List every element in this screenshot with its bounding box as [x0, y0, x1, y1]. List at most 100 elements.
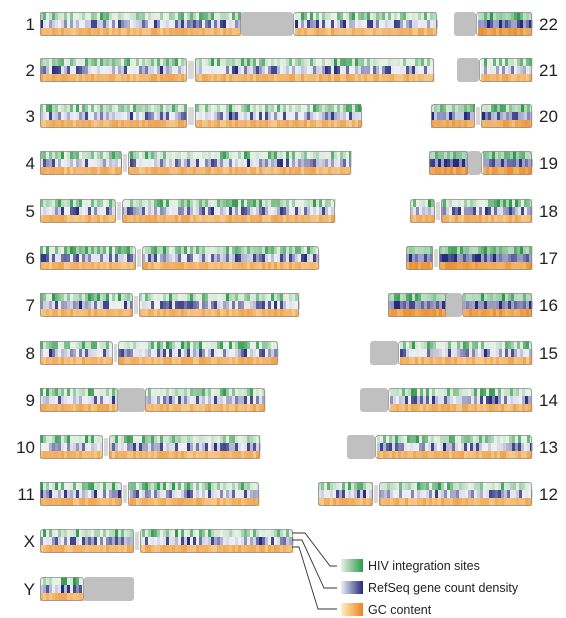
hiv-band	[481, 341, 485, 349]
hiv-band	[319, 58, 323, 66]
gc-band	[286, 215, 290, 223]
gc-band	[391, 28, 395, 36]
hiv-band	[283, 151, 287, 159]
gc-band	[118, 451, 122, 459]
gene-band	[61, 20, 65, 28]
gc-band	[421, 309, 425, 317]
hiv-band	[145, 246, 149, 254]
gene-band	[446, 207, 450, 215]
hiv-band	[43, 435, 47, 443]
gc-band	[500, 215, 504, 223]
gene-band	[190, 159, 194, 167]
hiv-band	[529, 58, 533, 66]
hiv-band	[295, 199, 299, 207]
hiv-band	[127, 435, 131, 443]
gene-band	[394, 20, 398, 28]
gene-band	[253, 490, 257, 498]
hiv-band	[190, 529, 194, 537]
gene-band	[229, 396, 233, 404]
gene-band	[253, 443, 257, 451]
gene-band	[187, 207, 191, 215]
hiv-band	[109, 151, 113, 159]
gc-band	[334, 120, 338, 128]
gc-band	[410, 215, 414, 223]
gc-band	[211, 545, 215, 553]
hiv-band	[286, 199, 290, 207]
hiv-band	[390, 482, 394, 490]
hiv-band	[412, 341, 416, 349]
gc-band	[271, 357, 275, 365]
gc-band	[40, 593, 44, 601]
gene-band	[507, 490, 511, 498]
hiv-band	[172, 151, 176, 159]
gene-band	[40, 349, 44, 357]
hiv-band	[238, 151, 242, 159]
hiv-band	[217, 341, 221, 349]
gc-band	[232, 309, 236, 317]
gene-band	[351, 490, 355, 498]
gene-band	[55, 537, 59, 545]
gc-band	[244, 357, 248, 365]
gc-band	[148, 74, 152, 82]
gc-band	[384, 498, 388, 506]
legend-label-hiv: HIV integration sites	[368, 559, 480, 573]
gene-band	[490, 20, 494, 28]
gc-band	[241, 545, 245, 553]
gc-band	[172, 215, 176, 223]
hiv-band	[241, 529, 245, 537]
gene-band	[443, 112, 447, 120]
hiv-band	[409, 246, 413, 254]
hiv-band	[184, 104, 188, 112]
gene-band	[121, 443, 125, 451]
gc-band	[413, 215, 417, 223]
gc-band	[425, 215, 429, 223]
hiv-band	[235, 199, 239, 207]
gene-band	[298, 254, 302, 262]
gene-band	[208, 396, 212, 404]
hiv-band	[485, 104, 489, 112]
hiv-band	[289, 104, 293, 112]
hiv-band	[321, 482, 325, 490]
gc-band	[526, 309, 530, 317]
gene-band	[401, 443, 405, 451]
gc-band	[154, 404, 158, 412]
gene-band	[514, 349, 518, 357]
gc-band	[112, 404, 116, 412]
hiv-band	[529, 293, 533, 301]
gc-band	[268, 74, 272, 82]
hiv-band	[439, 246, 443, 254]
hiv-band	[88, 58, 92, 66]
gene-band	[277, 207, 281, 215]
gc-band	[46, 167, 50, 175]
gene-band	[82, 112, 86, 120]
hiv-band	[166, 58, 170, 66]
gene-band	[476, 443, 480, 451]
hiv-band	[496, 12, 500, 20]
gene-band	[70, 537, 74, 545]
hiv-band	[88, 151, 92, 159]
gene-band	[238, 207, 242, 215]
gc-band	[524, 451, 528, 459]
hiv-band	[506, 199, 510, 207]
gc-band	[88, 357, 92, 365]
gc-band	[223, 74, 227, 82]
gene-band	[408, 396, 412, 404]
hiv-band	[157, 58, 161, 66]
hiv-band	[425, 199, 429, 207]
hiv-band	[97, 199, 101, 207]
gene-band	[193, 159, 197, 167]
gene-band	[265, 159, 269, 167]
gc-band	[262, 167, 266, 175]
gene-band	[58, 20, 62, 28]
gc-band	[118, 357, 122, 365]
hiv-band	[76, 482, 80, 490]
gene-band	[491, 207, 495, 215]
hiv-band	[471, 388, 475, 396]
hiv-band	[453, 388, 457, 396]
hiv-band	[199, 246, 203, 254]
gene-band	[124, 537, 128, 545]
gene-band	[199, 66, 203, 74]
gc-band	[181, 28, 185, 36]
gc-band	[40, 498, 44, 506]
gc-band	[455, 120, 459, 128]
